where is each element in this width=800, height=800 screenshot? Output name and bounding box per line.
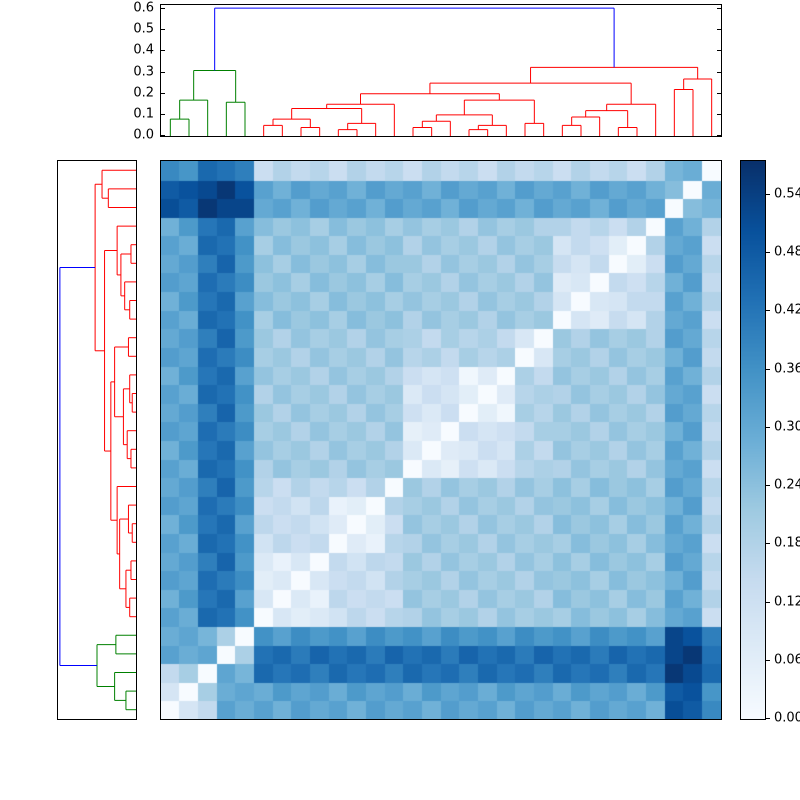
y-axis-tick (161, 29, 165, 31)
colorbar-tick-label: 0.24 (774, 477, 800, 493)
top-dendrogram-panel (160, 4, 722, 137)
heatmap-panel (160, 160, 722, 720)
colorbar-tick (766, 426, 770, 428)
colorbar-tick (766, 368, 770, 370)
y-axis-tick-label: 0.0 (133, 127, 154, 143)
y-axis-tick-label: 0.2 (133, 85, 154, 101)
distance-matrix-heatmap (161, 161, 721, 719)
y-axis-tick-label: 0.4 (133, 42, 154, 58)
colorbar-tick (766, 252, 770, 254)
y-axis-tick (161, 50, 165, 52)
colorbar-tick (766, 718, 770, 719)
y-axis-tick-right (717, 8, 721, 10)
colorbar-tick-label: 0.42 (774, 302, 800, 318)
colorbar-tick (766, 310, 770, 312)
colorbar-panel (740, 160, 766, 720)
y-axis-tick (161, 92, 165, 94)
y-axis-tick (161, 135, 165, 136)
colorbar-tick-label: 0.12 (774, 594, 800, 610)
y-axis-tick-label: 0.1 (133, 106, 154, 122)
y-axis-tick-right (717, 50, 721, 52)
y-axis-tick (161, 71, 165, 73)
colorbar-tick-label: 0.54 (774, 186, 800, 202)
y-axis-tick-right (717, 113, 721, 115)
y-axis-tick (161, 113, 165, 115)
colorbar-tick-label: 0.00 (774, 710, 800, 726)
y-axis-tick-right (717, 71, 721, 73)
colorbar-tick (766, 485, 770, 487)
y-axis-tick (161, 8, 165, 10)
colorbar-tick-label: 0.36 (774, 361, 800, 377)
left-dendrogram-panel (57, 160, 137, 720)
colorbar-tick-label: 0.06 (774, 652, 800, 668)
y-axis-tick-right (717, 92, 721, 94)
colorbar-tick (766, 543, 770, 545)
y-axis-tick-right (717, 135, 721, 136)
y-axis-tick-label: 0.6 (133, 0, 154, 16)
colorbar-tick (766, 193, 770, 195)
left-dendrogram (59, 169, 136, 711)
colorbar-tick-label: 0.30 (774, 419, 800, 435)
top-dendrogram (169, 7, 713, 136)
colorbar-tick-label: 0.48 (774, 244, 800, 260)
colorbar-tick-label: 0.18 (774, 535, 800, 551)
colorbar-tick (766, 659, 770, 661)
y-axis-tick-right (717, 29, 721, 31)
colorbar-tick (766, 601, 770, 603)
y-axis-tick-label: 0.3 (133, 64, 154, 80)
y-axis-tick-label: 0.5 (133, 21, 154, 37)
colorbar-gradient (741, 161, 765, 719)
